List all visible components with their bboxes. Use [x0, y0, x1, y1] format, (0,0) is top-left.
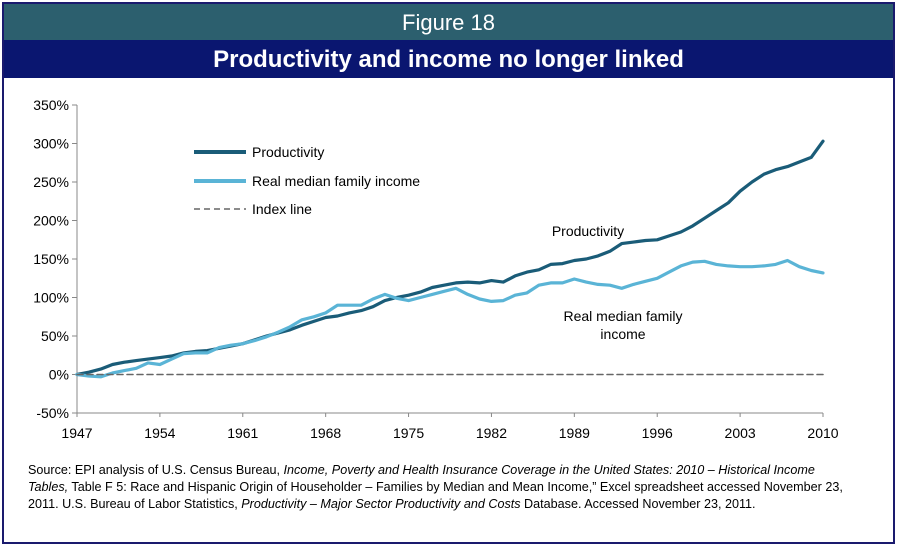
source-note: Source: EPI analysis of U.S. Census Bure…	[28, 462, 848, 513]
x-tick-label: 1947	[61, 425, 92, 441]
x-tick-label: 1982	[476, 425, 507, 441]
x-tick-label: 2003	[725, 425, 756, 441]
y-tick-label: 150%	[33, 251, 69, 267]
legend-label: Index line	[252, 201, 312, 217]
x-tick-label: 1954	[144, 425, 175, 441]
y-tick-label: 50%	[41, 328, 69, 344]
y-tick-label: 300%	[33, 136, 69, 152]
y-tick-label: 200%	[33, 213, 69, 229]
y-tick-label: -50%	[36, 405, 69, 421]
legend-label: Real median family income	[252, 173, 420, 189]
source-text-1: Source: EPI analysis of U.S. Census Bure…	[28, 463, 284, 477]
series-line-real-median-family-income	[75, 258, 825, 379]
x-tick-label: 2010	[807, 425, 838, 441]
figure-label: Figure 18	[4, 4, 893, 40]
x-tick-label: 1975	[393, 425, 424, 441]
annotation-income-line1: Real median family	[563, 308, 682, 324]
x-tick-label: 1989	[559, 425, 590, 441]
annotation-productivity: Productivity	[552, 223, 624, 239]
x-tick-label: 1996	[642, 425, 673, 441]
y-tick-label: 100%	[33, 290, 69, 306]
y-tick-label: 350%	[33, 97, 69, 113]
source-text-2: Table F 5: Race and Hispanic Origin of H…	[28, 480, 843, 511]
source-italic-2: Productivity – Major Sector Productivity…	[241, 497, 521, 511]
x-tick-label: 1961	[227, 425, 258, 441]
annotation-income-line2: income	[600, 326, 645, 342]
y-tick-label: 250%	[33, 174, 69, 190]
x-tick-label: 1968	[310, 425, 341, 441]
y-tick-label: 0%	[49, 367, 69, 383]
legend-label: Productivity	[252, 144, 324, 160]
chart-title: Productivity and income no longer linked	[4, 40, 893, 78]
source-text-3: Database. Accessed November 23, 2011.	[520, 497, 756, 511]
series-line-productivity	[75, 139, 825, 377]
source-italic-1: Income, Poverty and Health Insurance Cov…	[28, 463, 815, 494]
figure-frame: Figure 18 Productivity and income no lon…	[2, 2, 895, 544]
